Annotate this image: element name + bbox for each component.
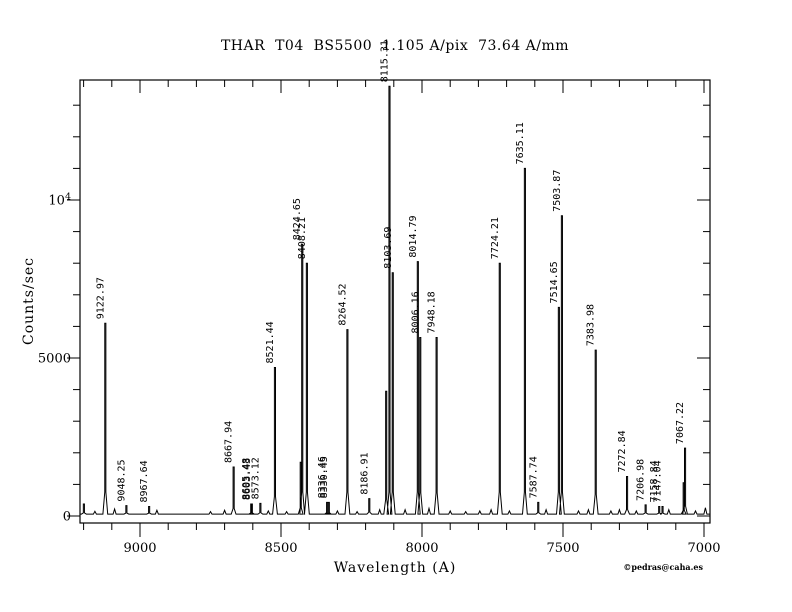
x-tick-label: 7000 [687,541,720,556]
peak-label: 8014.79 [408,215,419,257]
plot-title: THAR T04 BS5500 1.105 A/pix 73.64 A/mm [221,38,569,54]
x-tick-label: 8000 [405,541,438,556]
peak-label: 7158.84 [649,460,660,502]
peak-label: 8967.64 [139,460,150,502]
peak-label: 8006.16 [410,291,421,333]
x-tick-label: 8500 [264,541,297,556]
peak-label: 7635.11 [515,122,526,164]
x-tick-label: 9000 [123,541,156,556]
peak-label: 8330.45 [319,456,330,498]
peak-label: 8264.52 [337,283,348,325]
peak-label: 8336.46 [317,456,328,498]
peak-label: 7272.84 [617,430,628,472]
spectrum-trace [80,85,710,515]
plot-frame [79,79,711,524]
peak-label: 7206.98 [636,459,647,501]
x-tick-label: 7500 [546,541,579,556]
peak-label: 8603.43 [242,458,253,500]
peak-label: 8103.69 [383,227,394,269]
peak-label: 8605.48 [241,458,252,500]
peak-label: 7948.18 [427,291,438,333]
y-axis-title: Counts/sec [21,257,37,345]
peak-label: 7724.21 [490,217,501,259]
peak-label: 8115.31 [379,40,390,82]
peak-label: 8186.91 [359,452,370,494]
y-tick-label: 5000 [38,352,71,367]
peak-label: 7587.74 [528,456,539,498]
y-tick-label: 0 [63,510,71,525]
credit: ©pedras@caha.es [623,562,703,572]
y-tick-label: 104 [48,192,71,209]
peak-label: 9122.97 [95,277,106,319]
peak-label: 7503.87 [552,170,563,212]
peak-label: 8667.94 [224,421,235,463]
x-axis-title: Wavelength (A) [334,560,457,576]
peak-label: 8521.44 [265,321,276,363]
peak-label: 8573.12 [250,457,261,499]
peak-label: 8408.21 [297,217,308,259]
peak-label: 7383.98 [586,304,597,346]
peak-label: 7067.22 [675,402,686,444]
peak-label: 9048.25 [116,459,127,501]
peak-label: 8424.65 [292,198,303,240]
peak-label: 7514.65 [549,261,560,303]
plot-contents: 9000 8500 8000 7500 7000 0 5000 104 9122.97 9048.… [38,40,721,556]
peak-label: 7147.04 [653,460,664,502]
